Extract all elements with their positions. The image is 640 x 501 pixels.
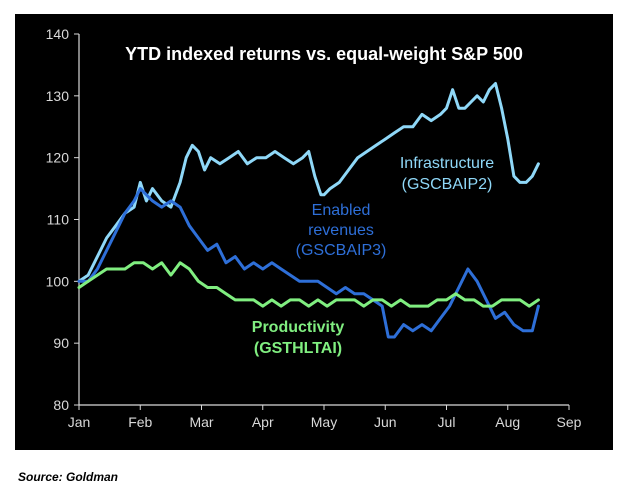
y-tick-label: 140 bbox=[46, 26, 70, 42]
y-tick-label: 80 bbox=[53, 397, 69, 413]
productivity-label: Productivity (GSTHLTAI) bbox=[252, 319, 345, 357]
source-note: Source: Goldman bbox=[18, 470, 119, 484]
infrastructure-series-line bbox=[77, 82, 540, 283]
x-tick-label: Sep bbox=[557, 414, 582, 430]
x-tick-label: Apr bbox=[252, 414, 274, 430]
enabled-revenues-label-line: (GSCBAIP3) bbox=[296, 242, 387, 259]
x-tick-label: Feb bbox=[128, 414, 152, 430]
infrastructure-label-line: Infrastructure bbox=[400, 155, 494, 172]
line-chart: 80 90 100 110 120 130 140 Jan Feb Mar Apr May Jun Jul… bbox=[46, 26, 582, 430]
infrastructure-label-line: (GSCBAIP2) bbox=[402, 176, 493, 193]
series-labels: Infrastructure (GSCBAIP2) Enabled revenues (… bbox=[252, 155, 494, 357]
infrastructure-label: Infrastructure (GSCBAIP2) bbox=[400, 155, 494, 193]
chart-title: YTD indexed returns vs. equal-weight S&P… bbox=[125, 44, 523, 64]
productivity-series-line bbox=[77, 261, 540, 308]
x-tick-label: Jan bbox=[68, 414, 91, 430]
productivity-label-line: Productivity bbox=[252, 319, 345, 336]
chart-panel: 80 90 100 110 120 130 140 Jan Feb Mar Apr May Jun Jul… bbox=[15, 14, 613, 450]
productivity-label-line: (GSTHLTAI) bbox=[254, 340, 342, 357]
x-tick-label: Jun bbox=[374, 414, 397, 430]
x-tick-label: Jul bbox=[438, 414, 456, 430]
axes: 80 90 100 110 120 130 140 Jan Feb Mar Apr May Jun Jul… bbox=[46, 26, 582, 430]
enabled-revenues-label-line: revenues bbox=[308, 222, 374, 239]
x-tick-label: Mar bbox=[189, 414, 213, 430]
series-lines bbox=[77, 82, 540, 339]
enabled-revenues-series-line bbox=[77, 187, 540, 339]
enabled-revenues-label: Enabled revenues (GSCBAIP3) bbox=[296, 202, 387, 259]
enabled-revenues-label-line: Enabled bbox=[312, 202, 371, 219]
y-tick-label: 100 bbox=[46, 273, 70, 289]
y-tick-label: 110 bbox=[47, 212, 70, 228]
y-tick-label: 120 bbox=[46, 150, 70, 166]
x-tick-label: May bbox=[311, 414, 337, 430]
x-tick-label: Aug bbox=[495, 414, 520, 430]
y-tick-label: 130 bbox=[46, 88, 70, 104]
y-tick-label: 90 bbox=[53, 335, 69, 351]
